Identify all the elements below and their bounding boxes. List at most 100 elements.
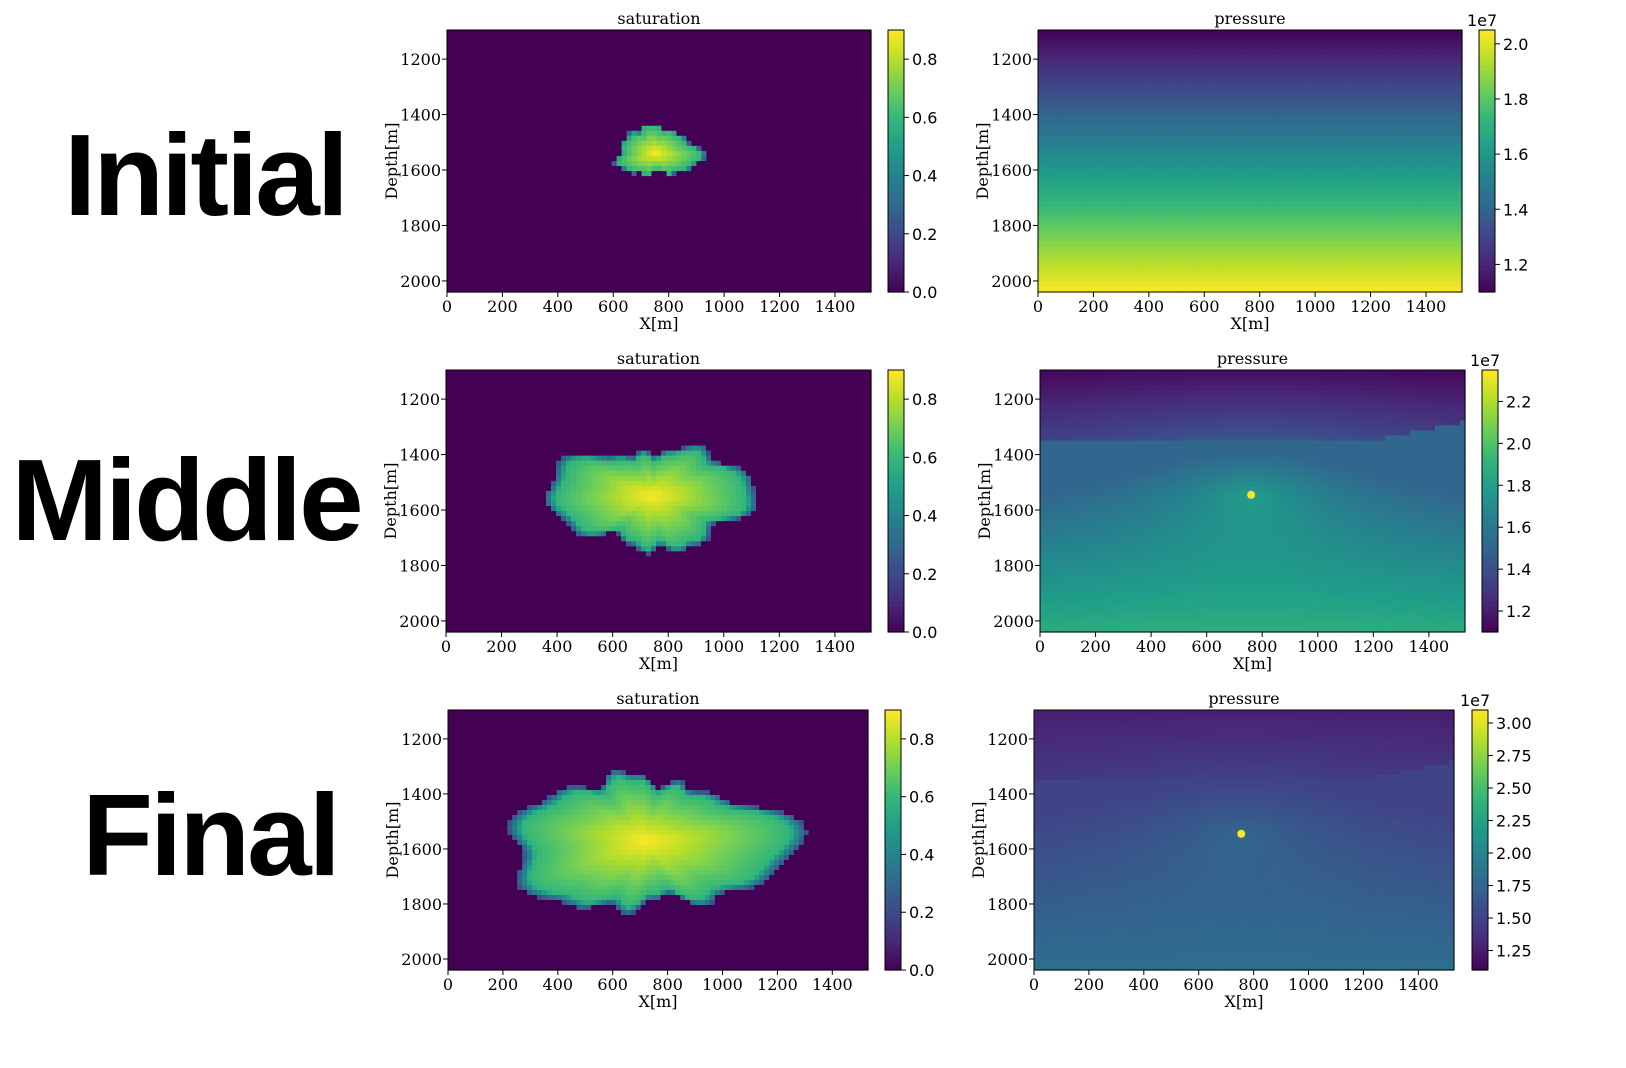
heatmap-cell [626,35,633,41]
heatmap-cell [556,115,563,122]
colorbar-segment [888,222,904,228]
heatmap-cell [526,130,533,137]
heatmap-cell [811,221,817,228]
heatmap-cell [651,30,658,36]
heatmap-cell [1447,50,1453,56]
heatmap-cell [496,221,503,228]
heatmap-cell [606,186,613,192]
heatmap-cell [1237,45,1244,51]
heatmap-cell [706,226,712,233]
heatmap-cell [851,241,857,248]
heatmap-cell [861,256,867,263]
heatmap-cell [701,231,707,238]
heatmap-cell [531,231,538,238]
heatmap-cell [836,150,842,157]
heatmap-cell [636,50,643,56]
heatmap-cell [461,271,468,278]
heatmap-cell [531,236,538,243]
heatmap-cell [746,155,752,162]
heatmap-cell [521,80,528,87]
heatmap-cell [851,261,857,268]
heatmap-cell [481,40,488,46]
heatmap-cell [1427,45,1433,51]
heatmap-cell [776,80,782,87]
heatmap-cell [571,70,578,76]
heatmap-cell [476,286,483,293]
heatmap-cell [581,70,588,76]
heatmap-cell [616,100,623,107]
heatmap-cell [521,60,528,66]
heatmap-cell [791,145,797,152]
heatmap-cell [811,216,817,223]
heatmap-cell [796,191,802,197]
heatmap-cell [641,181,648,187]
heatmap-cell [801,35,807,41]
heatmap-cell [461,266,468,273]
heatmap-cell [451,45,458,51]
heatmap-cell [1357,30,1363,36]
heatmap-cell [826,181,832,187]
heatmap-cell [821,90,827,97]
heatmap-cell [861,105,867,112]
heatmap-cell [1307,35,1313,41]
heatmap-cell [541,171,548,177]
heatmap-cell [851,45,857,51]
heatmap-cell [841,216,847,223]
heatmap-cell [666,150,673,157]
heatmap-cell [811,166,817,172]
heatmap-cell [456,211,463,218]
heatmap-cell [1112,50,1119,56]
heatmap-cell [476,211,483,218]
heatmap-cell [626,211,633,218]
heatmap-cell [741,85,747,92]
heatmap-cell [546,105,553,112]
heatmap-cell [451,171,458,177]
heatmap-cell [806,115,812,122]
heatmap-cell [696,105,702,112]
heatmap-cell [451,161,458,167]
heatmap-cell [811,196,817,202]
heatmap-cell [1282,45,1289,51]
heatmap-cell [706,201,712,207]
heatmap-cell [581,251,588,258]
heatmap-cell [576,145,583,152]
heatmap-cell [601,191,608,197]
heatmap-cell [626,246,633,253]
heatmap-cell [791,155,797,162]
heatmap-cell [711,171,717,177]
heatmap-cell [671,60,678,66]
heatmap-cell [1452,40,1458,46]
heatmap-cell [1038,50,1044,56]
heatmap-cell [776,140,782,147]
heatmap-cell [671,100,678,107]
heatmap-cell [486,246,493,253]
heatmap-cell [741,236,747,243]
heatmap-cell [571,90,578,97]
heatmap-cell [621,281,628,288]
heatmap-cell [1237,50,1244,56]
heatmap-cell [591,75,598,81]
heatmap-cell [746,286,752,293]
heatmap-cell [611,191,618,197]
heatmap-cell [846,75,852,81]
heatmap-cell [501,70,508,76]
heatmap-cell [706,216,712,223]
heatmap-cell [706,166,712,172]
heatmap-cell [766,45,772,51]
heatmap-cell [631,155,638,162]
heatmap-cell [576,171,583,177]
heatmap-cell [541,191,548,197]
heatmap-cell [461,236,468,243]
heatmap-cell [666,45,673,51]
heatmap-cell [1247,55,1254,61]
heatmap-cell [451,176,458,182]
heatmap-cell [751,236,757,243]
heatmap-cell [806,266,812,273]
heatmap-cell [686,130,693,137]
heatmap-cell [666,35,673,41]
heatmap-cell [456,95,463,102]
heatmap-cell [606,221,613,228]
heatmap-cell [651,145,658,152]
heatmap-cell [1347,45,1353,51]
heatmap-cell [551,281,558,288]
